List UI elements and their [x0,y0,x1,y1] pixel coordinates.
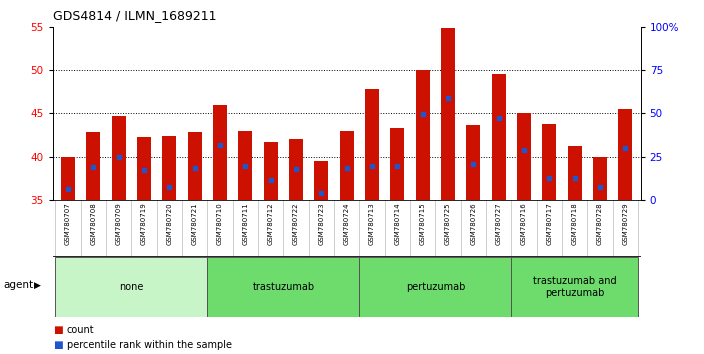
Text: ■: ■ [53,340,63,350]
Bar [264,142,277,200]
Text: GSM780708: GSM780708 [90,202,96,245]
Bar [188,132,201,200]
Text: trastuzumab: trastuzumab [252,282,315,292]
Text: GSM780721: GSM780721 [191,202,198,245]
Bar [441,28,455,200]
Bar [340,131,353,200]
Text: GSM780723: GSM780723 [318,202,325,245]
Bar [213,104,227,200]
Text: GSM780724: GSM780724 [344,202,350,245]
Bar [365,89,379,200]
Text: pertuzumab: pertuzumab [406,282,465,292]
Bar [61,156,75,200]
Bar [517,113,531,200]
Bar [543,124,556,200]
Text: GSM780710: GSM780710 [217,202,223,245]
Text: GDS4814 / ILMN_1689211: GDS4814 / ILMN_1689211 [53,9,216,22]
Text: GSM780726: GSM780726 [470,202,477,245]
Text: GSM780729: GSM780729 [622,202,629,245]
Bar [359,257,511,317]
Bar [208,257,359,317]
Bar [593,156,607,200]
Text: GSM780725: GSM780725 [445,202,451,245]
Bar [239,131,252,200]
Text: GSM780714: GSM780714 [394,202,401,245]
Bar [511,257,638,317]
Text: GSM780715: GSM780715 [420,202,426,245]
Text: percentile rank within the sample: percentile rank within the sample [67,340,232,350]
Text: GSM780709: GSM780709 [115,202,122,245]
Text: GSM780717: GSM780717 [546,202,553,245]
Text: GSM780707: GSM780707 [65,202,71,245]
Text: GSM780713: GSM780713 [369,202,375,245]
Bar [492,74,505,200]
Bar [315,161,328,200]
Text: GSM780711: GSM780711 [242,202,249,245]
Bar [416,70,429,200]
Text: trastuzumab and
pertuzumab: trastuzumab and pertuzumab [533,276,617,298]
Text: GSM780722: GSM780722 [293,202,299,245]
Bar [619,109,632,200]
Text: GSM780727: GSM780727 [496,202,502,245]
Text: GSM780719: GSM780719 [141,202,147,245]
Bar [112,116,125,200]
Text: GSM780720: GSM780720 [166,202,172,245]
Bar [289,139,303,200]
Bar [87,132,100,200]
Text: agent: agent [4,280,34,290]
Bar [467,125,480,200]
Text: none: none [119,282,144,292]
Text: GSM780716: GSM780716 [521,202,527,245]
Text: ■: ■ [53,325,63,335]
Bar [137,137,151,200]
Bar [163,136,176,200]
Text: ▶: ▶ [34,280,41,290]
Bar [56,257,208,317]
Text: count: count [67,325,94,335]
Text: GSM780728: GSM780728 [597,202,603,245]
Bar [568,146,582,200]
Text: GSM780712: GSM780712 [268,202,274,245]
Bar [391,128,404,200]
Text: GSM780718: GSM780718 [572,202,578,245]
